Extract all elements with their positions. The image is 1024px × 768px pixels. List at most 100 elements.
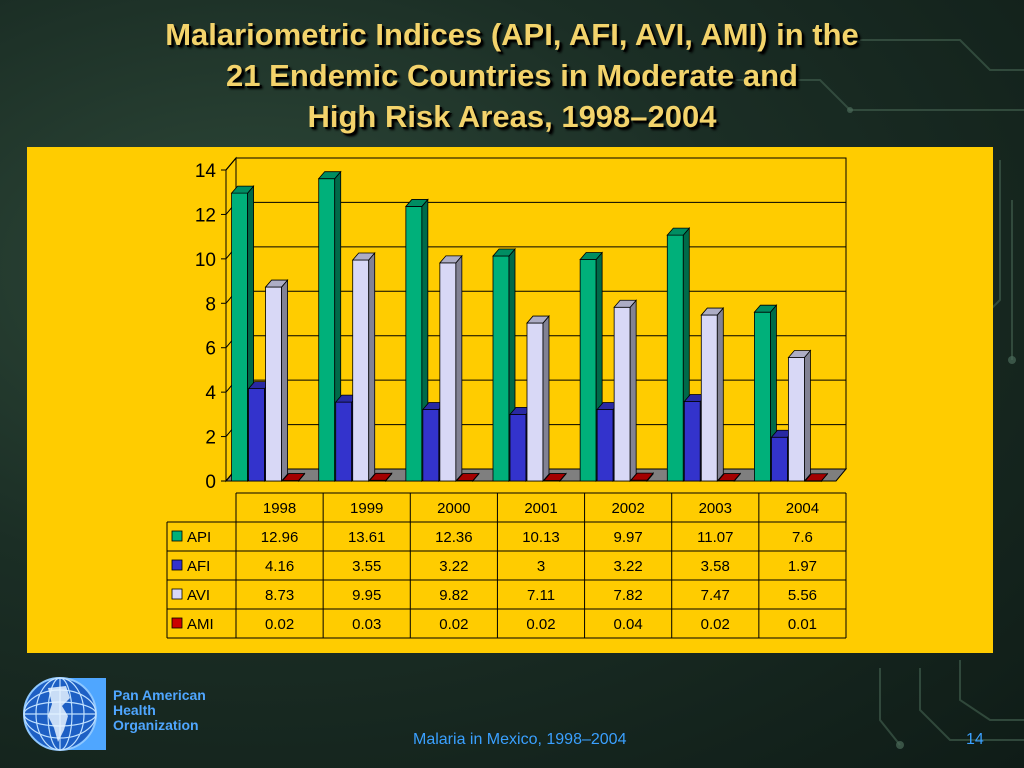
bar-top bbox=[666, 227, 691, 236]
legend-label-afi: AFI bbox=[187, 558, 210, 575]
legend-key-avi bbox=[171, 588, 183, 600]
bar-ami-1998 bbox=[281, 472, 306, 483]
bar-front bbox=[509, 413, 527, 482]
y-tick-label: 8 bbox=[205, 294, 216, 315]
bar-ami-2001 bbox=[543, 472, 567, 483]
bar-front bbox=[231, 192, 248, 482]
bar-top bbox=[351, 252, 376, 261]
bar-top bbox=[787, 350, 812, 358]
bar-front bbox=[492, 255, 510, 482]
bar-top bbox=[281, 473, 306, 481]
y-tick-label: 10 bbox=[195, 250, 216, 271]
table-cell: 0.02 bbox=[526, 616, 555, 633]
table-cell: 7.6 bbox=[792, 529, 813, 546]
bar-top bbox=[543, 473, 567, 481]
y-tick-label: 14 bbox=[195, 161, 217, 182]
bar-front bbox=[788, 357, 805, 482]
bar-ami-2004 bbox=[804, 472, 829, 483]
table-cell: 4.16 bbox=[265, 558, 294, 575]
bar-top bbox=[404, 199, 429, 207]
table-cell: 5.56 bbox=[788, 587, 817, 604]
bar-top bbox=[717, 473, 742, 481]
bar-avi-2003 bbox=[700, 306, 725, 483]
org-line-1: Pan American bbox=[113, 687, 206, 703]
x-category-label: 2002 bbox=[611, 500, 644, 517]
table-cell: 1.97 bbox=[788, 558, 817, 575]
bar-side bbox=[629, 299, 637, 483]
y-tick-label: 6 bbox=[205, 339, 216, 360]
bar-top bbox=[630, 472, 655, 481]
legend-key-afi bbox=[171, 559, 183, 571]
table-cell: 7.82 bbox=[614, 587, 643, 604]
table-cell: 8.73 bbox=[265, 587, 294, 604]
bar-avi-2002 bbox=[613, 299, 638, 483]
bar-avi-2001 bbox=[526, 314, 550, 483]
page-number: 14 bbox=[966, 731, 984, 748]
y-tick-label: 0 bbox=[205, 472, 216, 493]
bar-side bbox=[281, 278, 288, 483]
bar-top bbox=[368, 472, 393, 481]
table-cell: 12.96 bbox=[261, 529, 299, 546]
bar-ami-2002 bbox=[630, 472, 655, 483]
bar-front bbox=[265, 286, 282, 482]
bar-side bbox=[455, 254, 463, 483]
bar-front bbox=[248, 388, 265, 482]
bar-top bbox=[230, 185, 255, 194]
bar-front bbox=[352, 259, 370, 482]
bar-top bbox=[438, 255, 463, 264]
org-line-2: Health bbox=[113, 702, 156, 718]
bar-front bbox=[771, 436, 788, 482]
bar-top bbox=[526, 315, 550, 324]
legend-key-api bbox=[171, 530, 183, 542]
legend-label-ami: AMI bbox=[187, 616, 214, 633]
bar-top bbox=[317, 171, 342, 180]
bar-avi-2004 bbox=[787, 349, 812, 483]
table-cell: 0.01 bbox=[788, 616, 817, 633]
org-line-3: Organization bbox=[113, 717, 199, 733]
x-category-label: 2000 bbox=[437, 500, 470, 517]
bar-front bbox=[683, 401, 701, 482]
table-cell: 9.82 bbox=[439, 587, 468, 604]
bar-front bbox=[754, 311, 771, 482]
table-cell: 12.36 bbox=[435, 529, 473, 546]
bar-chart: 0 2 4 6 8 10 12 14 1998 1999 2000 2001 2002 2003 2004 A… bbox=[166, 156, 848, 639]
paho-globe-logo bbox=[23, 677, 106, 751]
bar-top bbox=[613, 299, 638, 308]
gridline-side bbox=[225, 157, 237, 171]
bar-top bbox=[700, 307, 725, 316]
legend-label-api: API bbox=[187, 529, 211, 546]
bar-avi-1998 bbox=[264, 278, 289, 483]
table-cell: 3.58 bbox=[701, 558, 730, 575]
bar-ami-2003 bbox=[717, 472, 742, 483]
bar-front bbox=[405, 206, 423, 482]
table-cell: 10.13 bbox=[522, 529, 560, 546]
bar-top bbox=[804, 473, 829, 482]
bar-front bbox=[439, 262, 457, 482]
bar-top bbox=[455, 473, 480, 481]
bar-side bbox=[368, 251, 376, 483]
bar-top bbox=[492, 248, 516, 257]
table-cell: 0.02 bbox=[439, 616, 468, 633]
bar-top bbox=[579, 252, 604, 260]
table-cell: 0.04 bbox=[614, 616, 643, 633]
bar-side bbox=[716, 306, 724, 483]
bar-front bbox=[422, 409, 440, 482]
title-line-2: 21 Endemic Countries in Moderate and bbox=[226, 58, 798, 93]
legend-key-ami bbox=[171, 617, 183, 629]
bar-front bbox=[700, 314, 718, 482]
table-cell: 9.95 bbox=[352, 587, 381, 604]
chart-panel: 0 2 4 6 8 10 12 14 1998 1999 2000 2001 2002 2003 2004 A… bbox=[27, 147, 993, 653]
bar-front bbox=[613, 306, 631, 482]
title-line-1: Malariometric Indices (API, AFI, AVI, AM… bbox=[165, 17, 859, 52]
table-cell: 7.47 bbox=[701, 587, 730, 604]
bar-top bbox=[264, 279, 289, 288]
table-cell: 7.11 bbox=[527, 587, 555, 604]
bar-front bbox=[666, 234, 684, 482]
x-category-label: 1998 bbox=[263, 500, 296, 517]
x-category-label: 2004 bbox=[786, 500, 819, 517]
bar-front bbox=[335, 401, 353, 482]
table-cell: 3.55 bbox=[352, 558, 381, 575]
bar-front bbox=[318, 178, 336, 482]
footer-caption: Malaria in Mexico, 1998–2004 bbox=[413, 731, 627, 748]
bar-side bbox=[542, 314, 550, 483]
